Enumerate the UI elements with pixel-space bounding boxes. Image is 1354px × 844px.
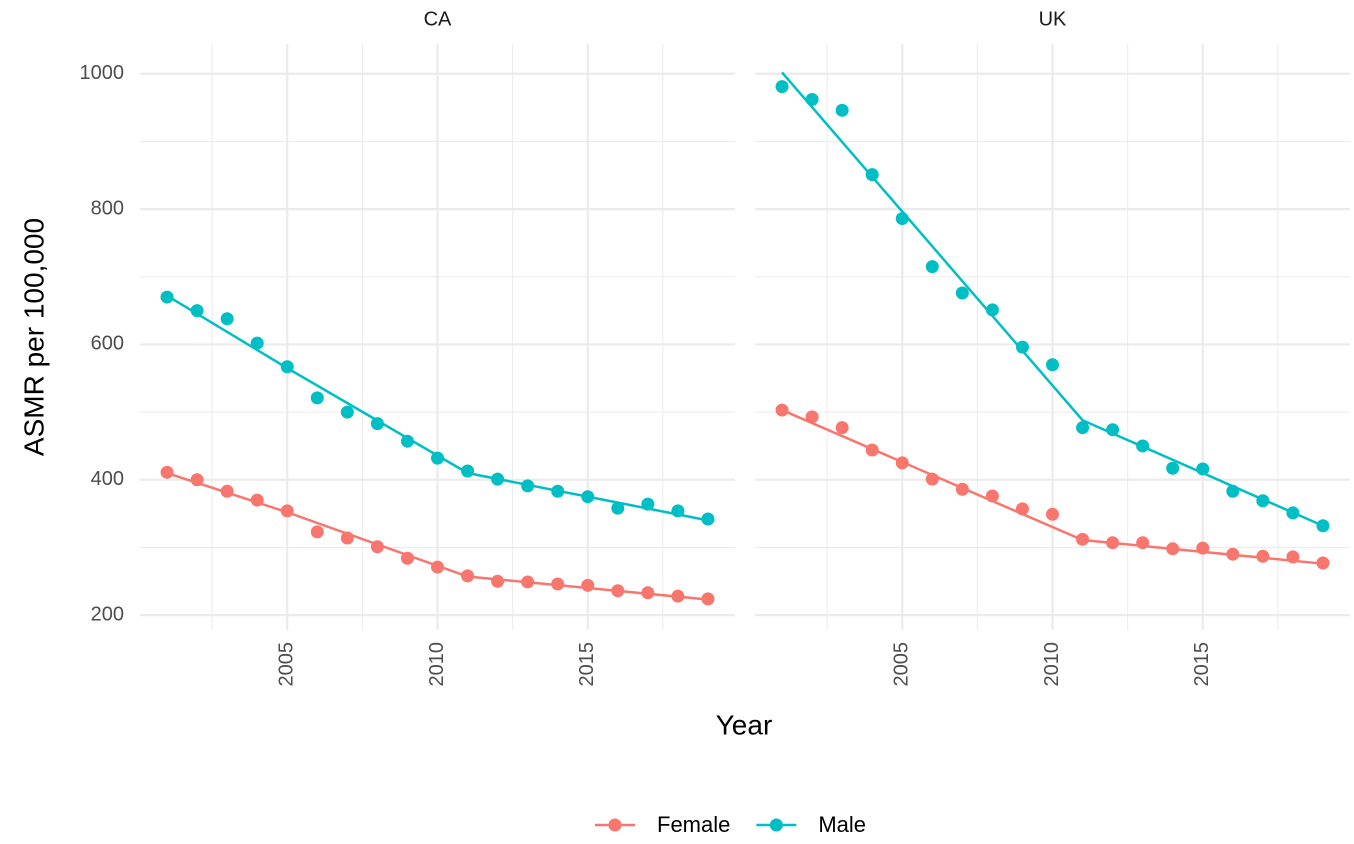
- data-point: [1015, 502, 1029, 516]
- legend-label: Female: [657, 812, 730, 837]
- data-point: [1166, 461, 1180, 475]
- y-axis-title: ASMR per 100,000: [18, 218, 49, 456]
- x-tick-label: 2005: [891, 642, 913, 687]
- data-point: [865, 443, 879, 457]
- data-point: [1046, 507, 1059, 521]
- y-tick-label: 600: [91, 333, 124, 355]
- data-point: [955, 482, 969, 496]
- data-point: [895, 212, 909, 226]
- data-point: [340, 531, 354, 545]
- y-tick-label: 1000: [80, 62, 125, 84]
- data-point: [895, 456, 909, 470]
- data-point: [280, 504, 294, 518]
- data-point: [160, 290, 174, 304]
- data-point: [461, 569, 475, 583]
- data-point: [250, 336, 264, 350]
- x-tick-label: 2010: [426, 642, 448, 687]
- data-point: [190, 304, 204, 318]
- data-point: [671, 589, 685, 603]
- data-point: [1106, 423, 1120, 437]
- data-point: [1076, 532, 1090, 546]
- data-point: [581, 490, 595, 504]
- x-tick-label: 2015: [576, 642, 598, 687]
- data-point: [521, 479, 535, 493]
- data-point: [551, 577, 565, 591]
- data-point: [1106, 536, 1120, 550]
- data-point: [955, 286, 969, 300]
- data-point: [491, 472, 505, 486]
- y-tick-label: 800: [91, 197, 124, 219]
- data-point: [431, 560, 444, 574]
- data-point: [925, 260, 939, 274]
- data-point: [521, 575, 535, 589]
- data-point: [310, 391, 324, 405]
- x-tick-label: 2015: [1191, 642, 1213, 687]
- legend-label: Male: [818, 812, 866, 837]
- data-point: [1316, 519, 1330, 533]
- data-point: [835, 103, 849, 117]
- data-point: [611, 501, 625, 515]
- data-point: [775, 80, 789, 94]
- data-point: [1136, 439, 1150, 453]
- data-point: [611, 584, 625, 598]
- data-point: [310, 525, 324, 539]
- legend-point: [608, 818, 622, 832]
- data-point: [220, 484, 234, 498]
- legend-point: [769, 818, 783, 832]
- data-point: [190, 473, 204, 487]
- data-point: [160, 465, 174, 479]
- data-point: [1286, 550, 1300, 564]
- data-point: [370, 417, 384, 431]
- data-point: [1316, 556, 1330, 570]
- data-point: [250, 493, 264, 507]
- data-point: [985, 489, 999, 503]
- data-point: [431, 451, 444, 465]
- fit-line: [781, 71, 1324, 527]
- x-tick-label: 2010: [1041, 642, 1063, 687]
- data-point: [701, 512, 715, 526]
- data-point: [370, 540, 384, 554]
- data-point: [1226, 547, 1240, 561]
- data-point: [1136, 536, 1150, 550]
- data-point: [805, 92, 819, 106]
- data-point: [280, 360, 294, 374]
- data-point: [220, 312, 234, 326]
- data-point: [865, 168, 879, 182]
- data-point: [1196, 541, 1210, 555]
- data-point: [581, 578, 595, 592]
- data-point: [985, 303, 999, 317]
- x-tick-label: 2005: [276, 642, 298, 687]
- x-axis-title: Year: [716, 709, 773, 740]
- data-point: [805, 410, 819, 424]
- data-point: [1196, 462, 1210, 476]
- data-point: [641, 497, 655, 511]
- data-point: [400, 551, 414, 565]
- data-point: [1286, 506, 1300, 520]
- data-point: [1256, 549, 1270, 563]
- facet-title: UK: [1039, 8, 1067, 30]
- data-point: [775, 403, 789, 417]
- data-point: [671, 504, 685, 518]
- data-point: [400, 434, 414, 448]
- data-point: [1166, 542, 1180, 556]
- data-point: [641, 586, 655, 600]
- facet-title: CA: [424, 8, 452, 30]
- data-point: [1076, 421, 1090, 435]
- data-point: [701, 592, 715, 606]
- data-point: [1046, 358, 1059, 372]
- data-point: [1226, 484, 1240, 498]
- y-tick-label: 400: [91, 468, 124, 490]
- data-point: [551, 484, 565, 498]
- data-point: [340, 405, 354, 419]
- y-tick-label: 200: [91, 603, 124, 625]
- data-point: [1256, 494, 1270, 508]
- data-point: [925, 472, 939, 486]
- data-point: [491, 574, 505, 588]
- data-point: [835, 421, 849, 435]
- data-point: [1015, 340, 1029, 354]
- data-point: [461, 464, 475, 478]
